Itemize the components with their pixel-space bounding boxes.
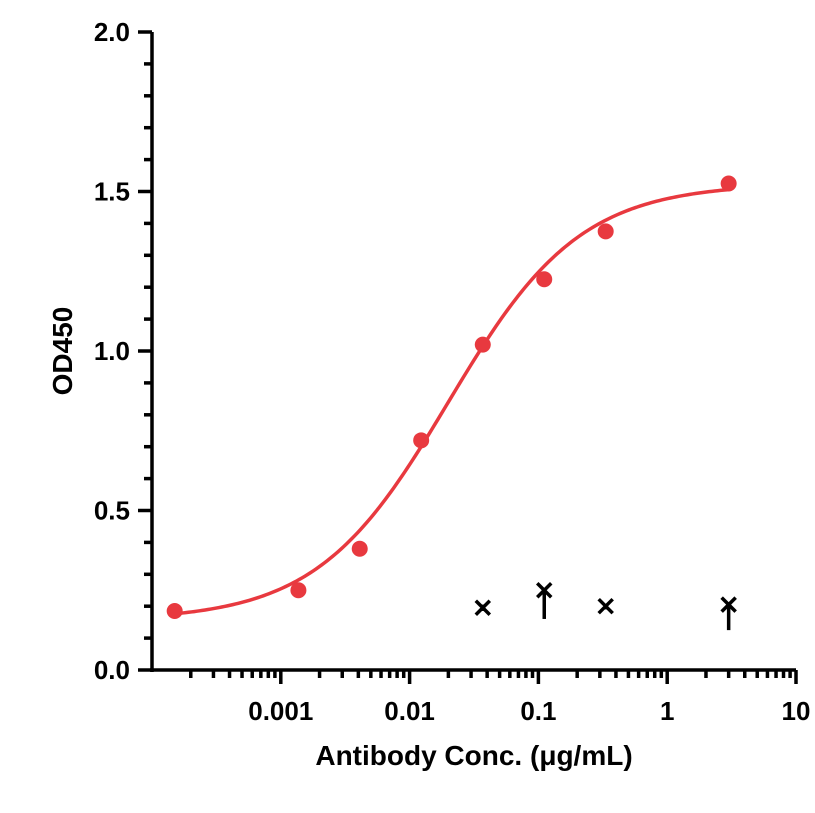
x-tick-label: 0.01 [384,696,435,726]
y-tick-label: 1.5 [94,177,130,207]
x-marker-stroke [474,599,492,617]
data-point-circle [351,540,368,557]
data-point-circle [290,582,307,599]
y-tick-label: 0.5 [94,496,130,526]
x-marker-stroke [720,596,737,613]
data-point-circle [536,271,553,288]
x-tick-label: 0.001 [248,696,313,726]
data-point-x [474,599,492,617]
x-tick-label: 1 [660,696,674,726]
data-point-circle [597,223,614,240]
data-point-circle [474,336,491,353]
x-axis-title: Antibody Conc. (μg/mL) [315,740,632,771]
y-tick-label: 2.0 [94,17,130,47]
fit-curve [174,187,729,616]
data-point-circle [413,432,430,449]
data-point-x [597,597,614,615]
data-marks [166,175,737,631]
y-axis-title: OD450 [47,307,78,396]
x-tick-label: 0.1 [520,696,556,726]
x-marker-stroke [536,582,553,599]
data-point-circle [166,602,183,619]
data-point-circle [720,175,737,192]
data-point-x [536,582,553,599]
y-tick-label: 1.0 [94,336,130,366]
y-tick-label: 0.0 [94,655,130,685]
x-marker-stroke [597,597,614,615]
x-tick-label: 10 [782,696,811,726]
fit-curve-layer [174,187,729,616]
axes: 0.0 0.5 1.0 1.5 2.0 0.001 0.01 0.1 1 10 [94,17,811,726]
data-point-x [720,596,737,613]
